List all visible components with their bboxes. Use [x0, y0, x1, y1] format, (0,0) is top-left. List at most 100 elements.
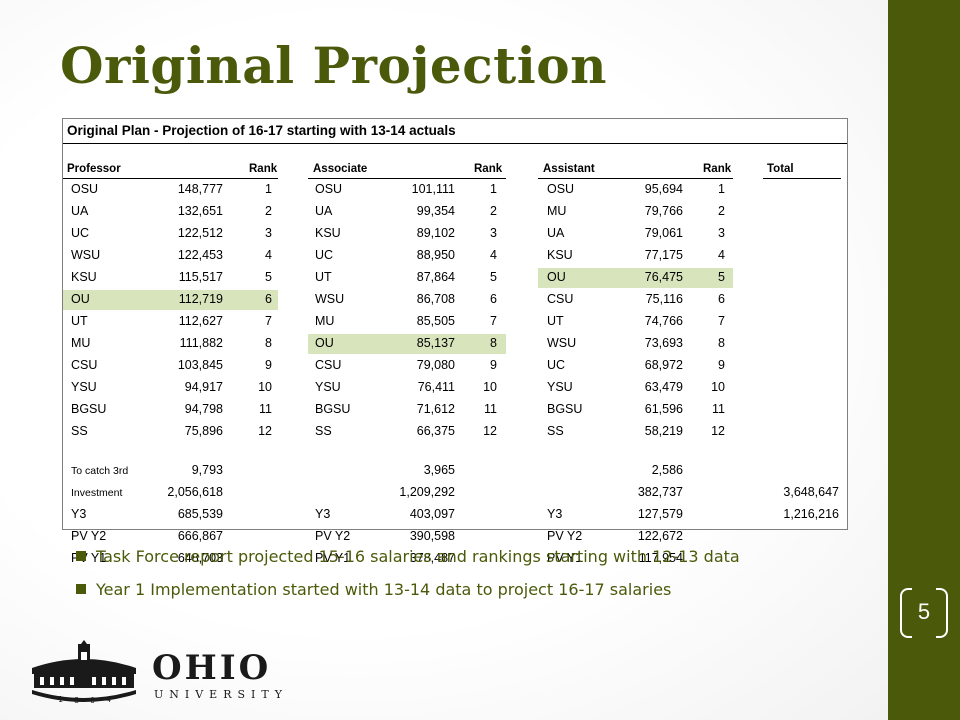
logo-wordmark: OHIO — [152, 648, 272, 688]
associate-salary-value: 89,102 — [416, 226, 455, 240]
associate-school-name: MU — [315, 314, 335, 328]
bullet-item: Year 1 Implementation started with 13-14… — [76, 577, 866, 602]
assistant-salary-value: 75,116 — [645, 292, 683, 306]
associate-salary-value: 86,708 — [416, 292, 455, 306]
assistant-salary-value: 79,061 — [644, 226, 683, 240]
professor-rank-value: 1 — [265, 182, 272, 196]
professor-salary-value: 111,882 — [179, 336, 223, 350]
associate-salary-value: 99,354 — [416, 204, 455, 218]
professor-school-name: CSU — [71, 358, 98, 372]
associate-school-name: KSU — [315, 226, 341, 240]
catch-to-3rd-label: To catch 3rd — [71, 465, 129, 477]
logo-subword: UNIVERSITY — [154, 688, 288, 701]
professor-rank-value: 4 — [265, 248, 272, 262]
header-rule-total — [763, 178, 841, 179]
associate-rank-value: 12 — [483, 424, 497, 438]
associate-rank-value: 11 — [484, 402, 497, 416]
professor-salary-value: 112,719 — [178, 292, 223, 306]
page-number-text: 5 — [917, 599, 931, 624]
header-assistant-rank: Rank — [703, 163, 732, 175]
assistant-salary-value: 76,475 — [644, 270, 683, 284]
assistant-school-name: MU — [547, 204, 567, 218]
pv-y2-assistant: 122,672 — [637, 529, 683, 543]
header-rule-professor — [63, 178, 278, 179]
logo-year-digit: 8 — [74, 696, 79, 704]
associate-salary-value: 76,411 — [417, 380, 455, 394]
professor-school-name: KSU — [71, 270, 97, 284]
ou-highlight-row — [538, 268, 733, 288]
assistant-school-name: BGSU — [547, 402, 583, 416]
header-assistant: Assistant — [543, 163, 595, 175]
associate-rank-value: 2 — [490, 204, 497, 218]
bullet-list: Task Force report projected 15-16 salari… — [76, 544, 866, 610]
assistant-salary-value: 73,693 — [644, 336, 683, 350]
brace-left-decoration — [900, 588, 912, 638]
y3-total: 1,216,216 — [783, 507, 839, 521]
investment-label: Investment — [71, 487, 123, 499]
projection-table: Original Plan - Projection of 16-17 star… — [62, 118, 848, 565]
pv-y2-professor: 666,867 — [177, 529, 223, 543]
assistant-salary-value: 77,175 — [644, 248, 683, 262]
associate-salary-value: 71,612 — [416, 402, 455, 416]
assistant-school-name: YSU — [547, 380, 573, 394]
table-title-rule — [63, 143, 847, 144]
professor-salary-value: 94,917 — [184, 380, 223, 394]
assistant-rank-value: 10 — [711, 380, 725, 394]
professor-school-name: MU — [71, 336, 91, 350]
header-associate: Associate — [313, 163, 368, 175]
pv-y2-associate: 390,598 — [409, 529, 455, 543]
professor-school-name: SS — [71, 424, 88, 438]
associate-rank-value: 5 — [490, 270, 497, 284]
ou-highlight-row — [308, 334, 506, 354]
associate-rank-value: 3 — [490, 226, 497, 240]
professor-rank-value: 5 — [265, 270, 272, 284]
assistant-rank-value: 11 — [712, 402, 725, 416]
y3-label-assistant: Y3 — [547, 507, 563, 521]
professor-school-name: WSU — [71, 248, 101, 262]
assistant-school-name: KSU — [547, 248, 573, 262]
assistant-school-name: WSU — [547, 336, 577, 350]
professor-rank-value: 7 — [265, 314, 272, 328]
y3-associate: 403,097 — [409, 507, 455, 521]
header-rule-associate — [308, 178, 506, 179]
header-professor-rank: Rank — [249, 163, 278, 175]
page-number: 5 — [896, 588, 952, 638]
slide-title: Original Projection — [60, 36, 607, 95]
professor-rank-value: 9 — [265, 358, 272, 372]
associate-school-name: CSU — [315, 358, 342, 372]
header-total: Total — [767, 163, 794, 175]
professor-salary-value: 75,896 — [184, 424, 223, 438]
investment-assistant: 382,737 — [637, 485, 683, 499]
bullet-item: Task Force report projected 15-16 salari… — [76, 544, 866, 569]
assistant-salary-value: 61,596 — [644, 402, 683, 416]
professor-salary-value: 115,517 — [178, 270, 223, 284]
associate-school-name: SS — [315, 424, 332, 438]
associate-school-name: UT — [315, 270, 332, 284]
pv-y1-assistant: 117,954 — [638, 551, 683, 565]
pv-y1-professor: 648,703 — [177, 551, 223, 565]
associate-school-name: WSU — [315, 292, 345, 306]
professor-salary-value: 122,453 — [177, 248, 223, 262]
associate-rank-value: 1 — [490, 182, 497, 196]
table-title: Original Plan - Projection of 16-17 star… — [67, 123, 456, 138]
associate-rank-value: 8 — [490, 336, 497, 350]
assistant-school-name: UC — [547, 358, 566, 372]
logo-year-digit: 0 — [90, 696, 95, 704]
assistant-school-name: UT — [547, 314, 564, 328]
professor-school-name: YSU — [71, 380, 97, 394]
catch-professor: 9,793 — [191, 463, 223, 477]
assistant-salary-value: 58,219 — [644, 424, 683, 438]
header-associate-rank: Rank — [474, 163, 503, 175]
investment-associate: 1,209,292 — [399, 485, 455, 499]
pv-y1-label-associate: PV Y1 — [315, 551, 351, 565]
assistant-school-name: OSU — [547, 182, 575, 196]
professor-school-name: UT — [71, 314, 88, 328]
assistant-rank-value: 1 — [718, 182, 725, 196]
header-rule-assistant — [538, 178, 733, 179]
bullet-text: Year 1 Implementation started with 13-14… — [96, 580, 672, 599]
assistant-rank-value: 9 — [718, 358, 725, 372]
assistant-salary-value: 74,766 — [644, 314, 683, 328]
associate-school-name: UA — [315, 204, 333, 218]
ohio-university-logo: 1 8 0 4 OHIO UNIVERSITY — [28, 640, 288, 705]
associate-rank-value: 7 — [490, 314, 497, 328]
